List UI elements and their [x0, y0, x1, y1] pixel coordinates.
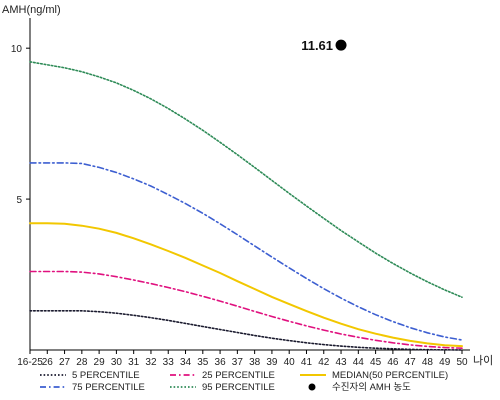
- legend-marker-dot: [308, 383, 316, 391]
- x-tick-label: 45: [370, 357, 382, 368]
- x-tick-label: 36: [215, 357, 227, 368]
- x-axis-title: 나이: [473, 354, 493, 367]
- series-lines: [29, 61, 463, 351]
- x-tick-label: 33: [163, 357, 175, 368]
- patient-amh-point: [335, 39, 347, 51]
- x-tick-label: 50: [456, 357, 468, 368]
- patient-marker: 11.61: [301, 38, 347, 53]
- series-line-5-percentile: [29, 310, 463, 351]
- series-line-75-percentile: [29, 162, 463, 341]
- x-tick-label: 38: [249, 357, 261, 368]
- x-tick-label: 49: [439, 357, 451, 368]
- y-tick-label: 10: [11, 44, 23, 55]
- series-line-95-percentile: [29, 61, 463, 298]
- patient-amh-value-label: 11.61: [301, 38, 333, 53]
- legend-label: MEDIAN(50 PERCENTILE): [332, 370, 448, 381]
- series-line-median-50-percentile: [29, 222, 463, 348]
- series-line-25-percentile: [29, 270, 463, 349]
- y-tick-label: 5: [16, 195, 22, 206]
- x-tick-label: 46: [387, 357, 399, 368]
- x-tick-label: 29: [94, 357, 106, 368]
- x-tick-label: 40: [284, 357, 296, 368]
- legend-label: 수진자의 AMH 농도: [332, 382, 411, 393]
- x-tick-label: 48: [422, 357, 434, 368]
- x-tick-label: 34: [180, 357, 192, 368]
- legend-label: 5 PERCENTILE: [72, 370, 140, 381]
- x-tick-label: 37: [232, 357, 244, 368]
- x-tick-label: 42: [318, 357, 330, 368]
- x-tick-label: 47: [405, 357, 417, 368]
- y-ticks: 5 10: [11, 44, 30, 206]
- x-tick-label: 27: [59, 357, 71, 368]
- x-tick-label: 44: [353, 357, 365, 368]
- x-tick-label: 39: [266, 357, 278, 368]
- x-tick-label: 31: [128, 357, 140, 368]
- x-tick-label: 43: [335, 357, 347, 368]
- x-tick-label: 41: [301, 357, 313, 368]
- x-tick-label: 28: [76, 357, 88, 368]
- x-tick-label: 32: [145, 357, 157, 368]
- x-tick-label: 16-25: [17, 357, 43, 368]
- legend-label: 75 PERCENTILE: [72, 382, 145, 393]
- x-tick-label: 26: [42, 357, 54, 368]
- legend-label: 25 PERCENTILE: [202, 370, 275, 381]
- axes: AMH(ng/ml) 나이: [2, 4, 493, 367]
- x-tick-label: 30: [111, 357, 123, 368]
- x-tick-label: 35: [197, 357, 209, 368]
- y-axis-title: AMH(ng/ml): [2, 4, 61, 16]
- legend-label: 95 PERCENTILE: [202, 382, 275, 393]
- legend: 5 PERCENTILE 25 PERCENTILE MEDIAN(50 PERCE…: [40, 370, 448, 393]
